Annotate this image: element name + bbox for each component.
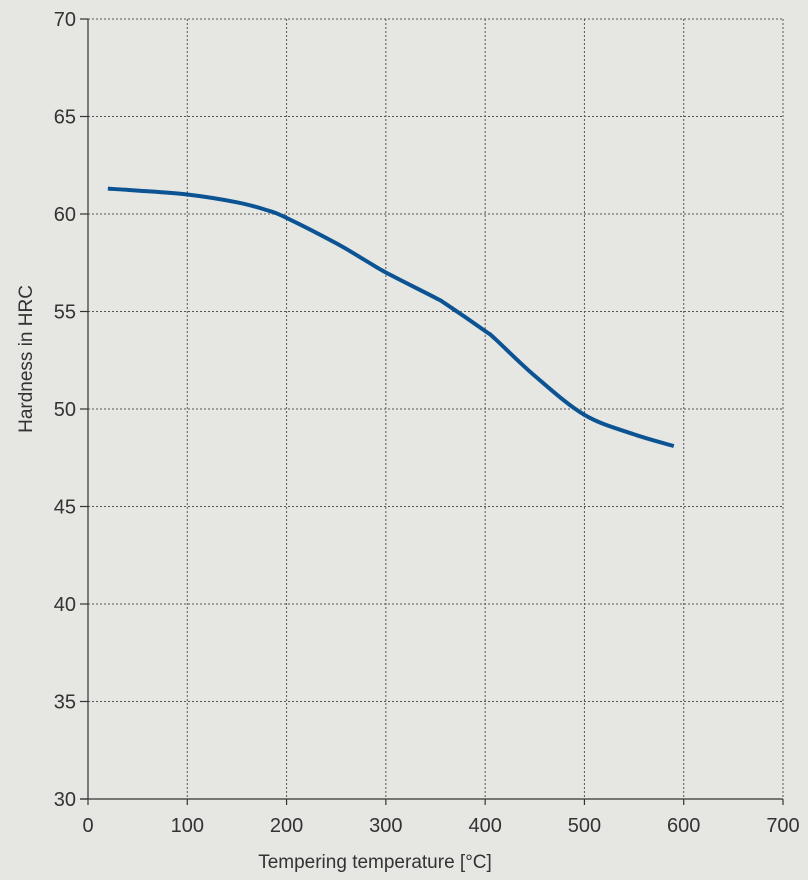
y-tick-label: 70: [54, 9, 76, 31]
series-line: [107, 186, 675, 448]
y-tick-label: 40: [54, 594, 76, 616]
y-tick-label: 45: [54, 497, 76, 519]
x-tick-label: 200: [270, 815, 303, 837]
y-tick-label: 65: [54, 107, 76, 129]
series: [107, 186, 675, 448]
x-tick-label: 600: [667, 815, 700, 837]
y-tick-label: 35: [54, 692, 76, 714]
grid: [88, 18, 784, 799]
y-tick-label: 55: [54, 302, 76, 324]
x-tick-label: 100: [171, 815, 204, 837]
x-tick-label: 700: [766, 815, 799, 837]
y-tick-label: 30: [54, 789, 76, 811]
x-tick-label: 400: [468, 815, 501, 837]
x-tick-label: 300: [369, 815, 402, 837]
x-tick-label: 500: [568, 815, 601, 837]
x-axis-title: Tempering temperature [°C]: [258, 852, 492, 873]
y-tick-label: 60: [54, 204, 76, 226]
y-axis-title: Hardness in HRC: [16, 285, 37, 433]
x-tick-label: 0: [82, 815, 93, 837]
y-tick-label: 50: [54, 399, 76, 421]
